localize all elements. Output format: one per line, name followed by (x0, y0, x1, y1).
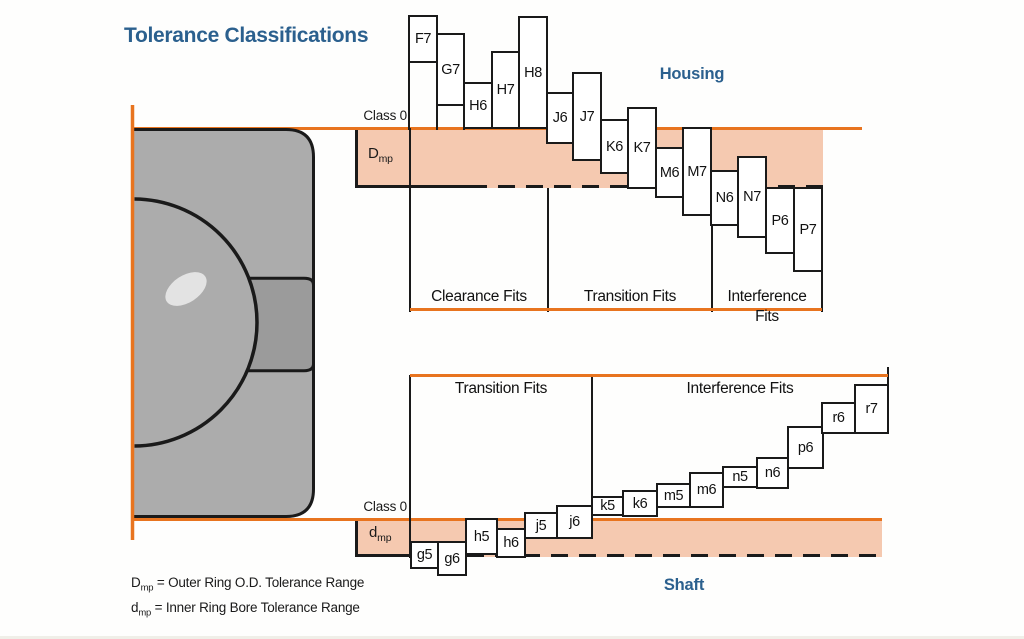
tolerance-box-label: j6 (569, 514, 580, 530)
tolerance-box-g6: g6 (436, 540, 468, 577)
tolerance-box-label: N6 (715, 190, 734, 206)
leader-line-F7 (407, 61, 411, 130)
ball-highlight (165, 272, 207, 306)
tolerance-box-label: J7 (579, 108, 595, 125)
housing-bracket-divider-1 (546, 188, 550, 312)
tolerance-box-k6: k6 (621, 489, 659, 518)
tolerance-box-n5: n5 (721, 465, 759, 489)
tolerance-box-m6: m6 (688, 471, 725, 509)
tolerance-box-K6: K6 (599, 118, 630, 175)
tolerance-box-J7: J7 (571, 71, 603, 162)
tolerance-box-label: r6 (832, 410, 845, 426)
tolerance-box-label: H8 (524, 64, 542, 81)
tolerance-box-label: m6 (696, 482, 717, 498)
leader-line-G7 (435, 104, 439, 130)
tolerance-box-j5: j5 (523, 511, 559, 540)
tolerance-box-H8: H8 (517, 15, 549, 130)
tolerance-box-label: h5 (473, 528, 490, 545)
tolerance-box-label: G7 (441, 61, 460, 78)
tolerance-box-k5: k5 (590, 495, 625, 517)
tolerance-box-label: F7 (414, 31, 432, 47)
tolerance-box-label: g5 (416, 547, 433, 563)
housing-fit-section-label-1: Transition Fits (583, 288, 677, 305)
tolerance-box-label: K6 (606, 138, 623, 155)
tolerance-box-h5: h5 (464, 517, 499, 556)
shaft-class0-line (132, 517, 882, 521)
housing-bracket-divider-2 (710, 188, 714, 312)
tolerance-box-label: h6 (503, 535, 519, 551)
shaft-fit-section-label-1: Interference Fits (686, 380, 794, 397)
tolerance-box-label: N7 (743, 189, 761, 205)
housing-bracket-line (410, 307, 822, 311)
tolerance-box-label: H6 (469, 97, 487, 114)
tolerance-box-label: n5 (732, 469, 748, 485)
tolerance-box-label: H7 (496, 82, 515, 98)
tolerance-box-label: r7 (865, 401, 878, 417)
tolerance-box-j6: j6 (555, 504, 594, 540)
tolerance-box-label: j5 (535, 517, 547, 534)
bearing-ball (134, 197, 259, 448)
tolerance-box-G7: G7 (435, 32, 466, 107)
tolerance-box-r7: r7 (853, 383, 890, 435)
tolerance-box-label: g6 (444, 550, 460, 567)
tolerance-box-label: P6 (771, 212, 789, 229)
tolerance-box-n6: n6 (755, 456, 790, 490)
tolerance-box-P7: P7 (792, 186, 824, 273)
tolerance-box-J6: J6 (545, 91, 575, 145)
tolerance-box-label: M7 (687, 163, 707, 180)
bearing-outline (133, 128, 315, 518)
tolerance-box-label: n6 (764, 465, 781, 481)
tolerance-box-h6: h6 (495, 527, 527, 559)
tolerance-box-label: k5 (600, 498, 615, 514)
housing-fit-section-label-2: Interference Fits (727, 288, 807, 325)
shaft-bracket-divider-1 (590, 375, 594, 514)
tolerance-box-F7: F7 (407, 14, 439, 64)
housing-bracket-divider-0 (408, 128, 412, 312)
shaft-bracket-divider-2 (886, 367, 890, 390)
shaft-bracket-divider-0 (408, 375, 412, 558)
tolerance-box-label: m5 (663, 487, 684, 504)
tolerance-box-label: M6 (659, 164, 680, 181)
shaft-band-bottom-dashed (411, 554, 882, 557)
shaft-band-bottom-solid (355, 554, 411, 557)
tolerance-box-label: P7 (799, 221, 817, 238)
tolerance-box-label: k6 (632, 495, 648, 512)
tolerance-box-m5: m5 (655, 482, 692, 509)
tolerance-box-N7: N7 (736, 155, 768, 239)
tolerance-box-p6: p6 (786, 425, 825, 470)
housing-band-bottom-solid (355, 185, 470, 188)
housing-fit-section-label-0: Clearance Fits (431, 288, 527, 305)
tolerance-box-P6: P6 (764, 186, 796, 255)
bearing-cross-section-illustration (130, 105, 315, 540)
tolerance-box-label: J6 (552, 110, 568, 126)
shaft-bracket-line (410, 373, 888, 377)
tolerance-box-label: K7 (633, 140, 651, 156)
tolerance-box-label: p6 (797, 439, 814, 456)
shaft-fit-section-label-0: Transition Fits (454, 380, 548, 397)
